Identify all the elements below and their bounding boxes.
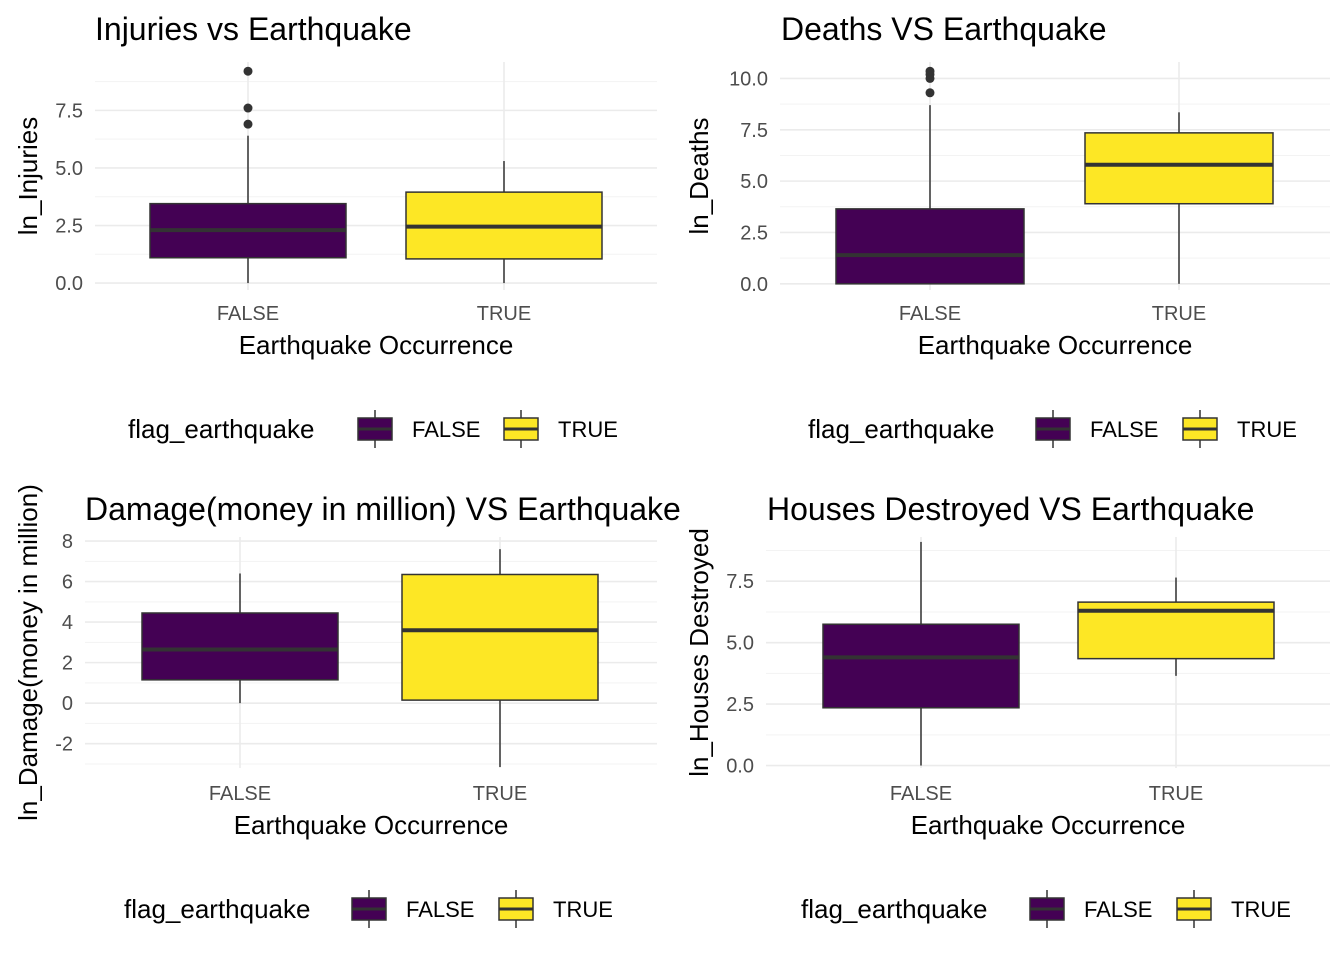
x-tick-label: TRUE	[1152, 303, 1206, 325]
legend-label: TRUE	[558, 417, 618, 442]
panel-3: -2 0 2 4 6 8 FALSE TRUE Damage(money in million)…	[13, 484, 681, 928]
x-tick-label: FALSE	[890, 783, 952, 805]
y-tick-label: 2.5	[726, 694, 754, 716]
y-tick-label: 4	[62, 612, 73, 634]
chart-title: Damage(money in million) VS Earthquake	[85, 491, 681, 527]
y-tick-label: 5.0	[55, 158, 83, 180]
y-tick-label: 2.5	[740, 222, 768, 244]
y-tick-label: 5.0	[740, 171, 768, 193]
box-false	[141, 612, 339, 681]
legend-label: FALSE	[406, 897, 474, 922]
y-tick-label: 6	[62, 572, 73, 594]
x-axis-label: Earthquake Occurrence	[234, 810, 509, 840]
legend-label: FALSE	[1090, 417, 1158, 442]
y-tick-label: 7.5	[740, 120, 768, 142]
y-tick-label: 5.0	[726, 633, 754, 655]
legend-title: flag_earthquake	[124, 894, 310, 924]
panel-2: 0.0 2.5 5.0 7.5 10.0 FALSE TRUE Deaths VS Earth…	[684, 11, 1330, 448]
legend-label: FALSE	[1084, 897, 1152, 922]
panel-1: 0.0 2.5 5.0 7.5 FALSE TRUE Injuries vs Earthqu…	[13, 11, 657, 448]
y-axis-label: ln_Deaths	[684, 117, 714, 234]
x-axis-label: Earthquake Occurrence	[239, 330, 514, 360]
box-false	[822, 623, 1020, 709]
legend-label: FALSE	[412, 417, 480, 442]
y-tick-label: 7.5	[55, 100, 83, 122]
y-tick-label: 0.0	[55, 273, 83, 295]
outlier-point	[243, 119, 253, 129]
legend: flag_earthquake FALSE TRUE	[128, 410, 618, 448]
outlier-point	[925, 88, 935, 98]
box-true	[401, 573, 599, 701]
y-tick-label: 10.0	[729, 68, 768, 90]
outlier-point	[243, 103, 253, 113]
box-true	[1084, 132, 1274, 205]
x-tick-label: FALSE	[899, 303, 961, 325]
legend: flag_earthquake FALSE TRUE	[124, 890, 613, 928]
x-tick-label: FALSE	[209, 783, 271, 805]
x-axis-label: Earthquake Occurrence	[918, 330, 1193, 360]
legend-title: flag_earthquake	[128, 414, 314, 444]
y-tick-label: 0.0	[726, 756, 754, 778]
y-axis-label: ln_Damage(money in million)	[13, 484, 43, 821]
panel-4: 0.0 2.5 5.0 7.5 FALSE TRUE Houses Destroyed VS…	[684, 491, 1330, 928]
legend: flag_earthquake FALSE TRUE	[808, 410, 1297, 448]
x-tick-label: FALSE	[217, 303, 279, 325]
legend-label: TRUE	[1231, 897, 1291, 922]
x-tick-label: TRUE	[473, 783, 527, 805]
y-tick-label: 2	[62, 653, 73, 675]
y-tick-label: 0	[62, 693, 73, 715]
outlier-point	[243, 66, 253, 76]
y-tick-label: 2.5	[55, 216, 83, 238]
y-tick-label: 8	[62, 531, 73, 553]
outlier-point	[925, 66, 935, 76]
chart-title: Houses Destroyed VS Earthquake	[767, 491, 1254, 527]
x-tick-label: TRUE	[477, 303, 531, 325]
y-tick-label: 0.0	[740, 274, 768, 296]
legend: flag_earthquake FALSE TRUE	[801, 890, 1291, 928]
y-tick-label: 7.5	[726, 571, 754, 593]
x-tick-label: TRUE	[1149, 783, 1203, 805]
box-false	[835, 208, 1025, 285]
y-tick-label: -2	[55, 734, 73, 756]
legend-label: TRUE	[553, 897, 613, 922]
y-axis-label: ln_Houses Destroyed	[684, 528, 714, 777]
legend-title: flag_earthquake	[801, 894, 987, 924]
x-axis-label: Earthquake Occurrence	[911, 810, 1186, 840]
legend-label: TRUE	[1237, 417, 1297, 442]
chart-title: Injuries vs Earthquake	[95, 11, 412, 47]
chart-title: Deaths VS Earthquake	[781, 11, 1107, 47]
legend-title: flag_earthquake	[808, 414, 994, 444]
y-axis-label: ln_Injuries	[13, 117, 43, 236]
